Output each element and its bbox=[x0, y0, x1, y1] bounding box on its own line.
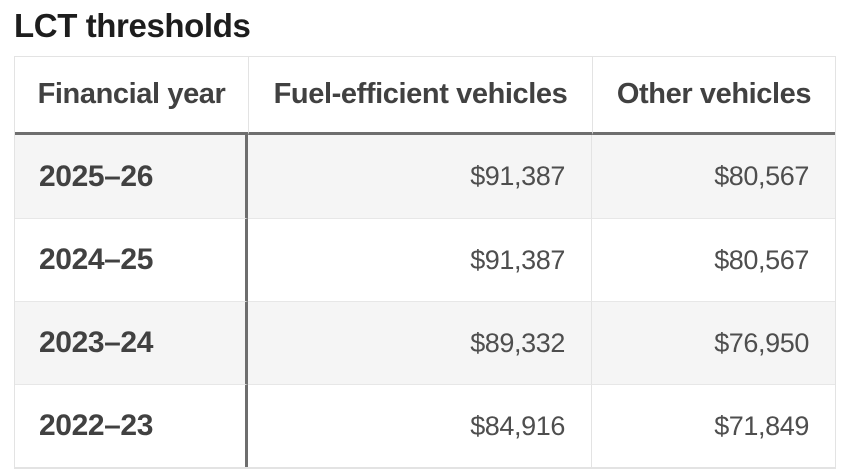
column-header-other-vehicles: Other vehicles bbox=[592, 57, 835, 135]
financial-year-cell: 2023–24 bbox=[15, 301, 248, 384]
financial-year-cell: 2025–26 bbox=[15, 135, 248, 218]
table-header: Financial year Fuel-efficient vehicles O… bbox=[15, 57, 835, 135]
column-header-fuel-efficient-vehicles: Fuel-efficient vehicles bbox=[248, 57, 592, 135]
table-row: 2022–23 $84,916 $71,849 bbox=[15, 384, 835, 467]
fuel-efficient-value-cell: $91,387 bbox=[248, 135, 592, 218]
financial-year-cell: 2024–25 bbox=[15, 218, 248, 301]
page-title: LCT thresholds bbox=[14, 7, 251, 44]
table-body: 2025–26 $91,387 $80,567 2024–25 $91,387 … bbox=[15, 135, 835, 467]
other-vehicles-value-cell: $71,849 bbox=[592, 384, 835, 467]
header-row: Financial year Fuel-efficient vehicles O… bbox=[15, 57, 835, 135]
table-row: 2025–26 $91,387 $80,567 bbox=[15, 135, 835, 218]
other-vehicles-value-cell: $76,950 bbox=[592, 301, 835, 384]
fuel-efficient-value-cell: $91,387 bbox=[248, 218, 592, 301]
lct-thresholds-table: Financial year Fuel-efficient vehicles O… bbox=[14, 56, 836, 469]
financial-year-cell: 2022–23 bbox=[15, 384, 248, 467]
fuel-efficient-value-cell: $89,332 bbox=[248, 301, 592, 384]
table-row: 2024–25 $91,387 $80,567 bbox=[15, 218, 835, 301]
table-row: 2023–24 $89,332 $76,950 bbox=[15, 301, 835, 384]
other-vehicles-value-cell: $80,567 bbox=[592, 218, 835, 301]
other-vehicles-value-cell: $80,567 bbox=[592, 135, 835, 218]
fuel-efficient-value-cell: $84,916 bbox=[248, 384, 592, 467]
column-header-financial-year: Financial year bbox=[15, 57, 248, 135]
